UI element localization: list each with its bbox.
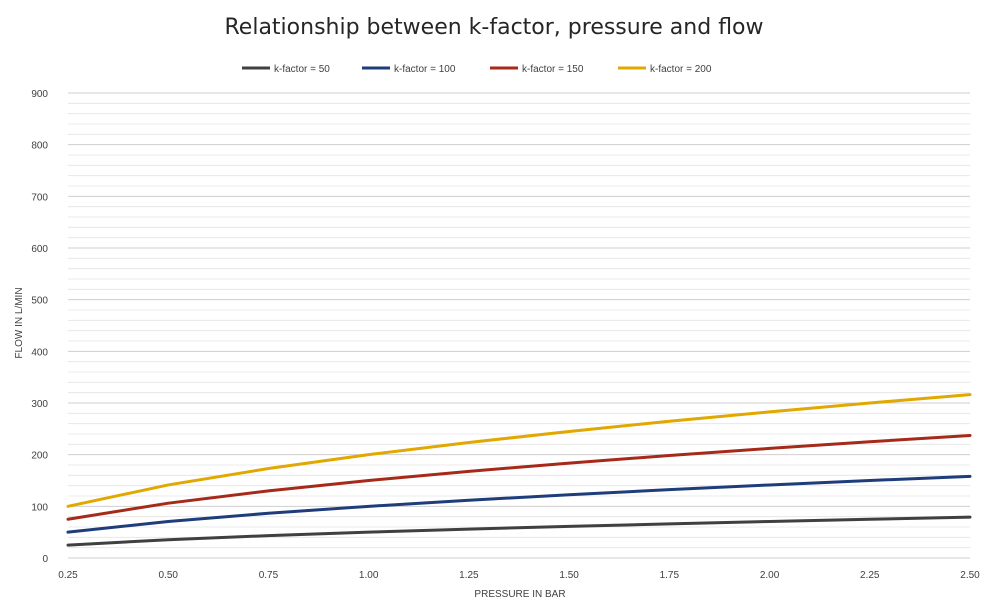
y-tick-label: 900: [31, 89, 48, 100]
y-tick-label: 0: [42, 554, 48, 565]
legend-label: k-factor = 100: [394, 64, 456, 75]
series-line-k4: [66, 393, 972, 508]
x-tick-label: 2.50: [960, 570, 980, 581]
legend-item: k-factor = 100: [362, 64, 456, 75]
y-tick-label: 200: [31, 451, 48, 462]
y-axis-ticks: 0 100 200 300 400 500 600 700 800 900: [31, 89, 48, 565]
series-lines: [66, 393, 972, 547]
legend-item: k-factor = 200: [618, 64, 712, 75]
legend-label: k-factor = 50: [274, 64, 330, 75]
y-tick-label: 600: [31, 244, 48, 255]
y-tick-label: 700: [31, 192, 48, 203]
y-tick-label: 300: [31, 399, 48, 410]
legend: k-factor = 50 k-factor = 100 k-factor = 15…: [242, 64, 712, 75]
gridlines: [68, 92, 970, 559]
x-axis-title: PRESSURE IN BAR: [474, 589, 565, 600]
x-tick-label: 1.00: [359, 570, 379, 581]
y-tick-label: 100: [31, 502, 48, 513]
legend-item: k-factor = 150: [490, 64, 584, 75]
chart-title: Relationship between k-factor, pressure …: [225, 15, 764, 40]
legend-item: k-factor = 50: [242, 64, 330, 75]
x-tick-label: 0.75: [259, 570, 279, 581]
series-line-k2: [66, 474, 972, 534]
x-axis-ticks: 0.25 0.50 0.75 1.00 1.25 1.50 1.75 2.00 2.25 2.50: [58, 570, 980, 581]
series-line-k1: [66, 515, 972, 547]
x-tick-label: 2.00: [760, 570, 780, 581]
x-tick-label: 1.25: [459, 570, 479, 581]
y-tick-label: 400: [31, 347, 48, 358]
y-axis-title: FLOW IN L/MIN: [14, 287, 25, 358]
x-tick-label: 1.50: [559, 570, 579, 581]
series-line-k3: [66, 433, 972, 521]
y-tick-label: 800: [31, 141, 48, 152]
x-tick-label: 1.75: [660, 570, 680, 581]
legend-label: k-factor = 200: [650, 64, 712, 75]
x-tick-label: 0.25: [58, 570, 78, 581]
x-tick-label: 2.25: [860, 570, 880, 581]
x-tick-label: 0.50: [158, 570, 178, 581]
y-tick-label: 500: [31, 296, 48, 307]
legend-label: k-factor = 150: [522, 64, 584, 75]
